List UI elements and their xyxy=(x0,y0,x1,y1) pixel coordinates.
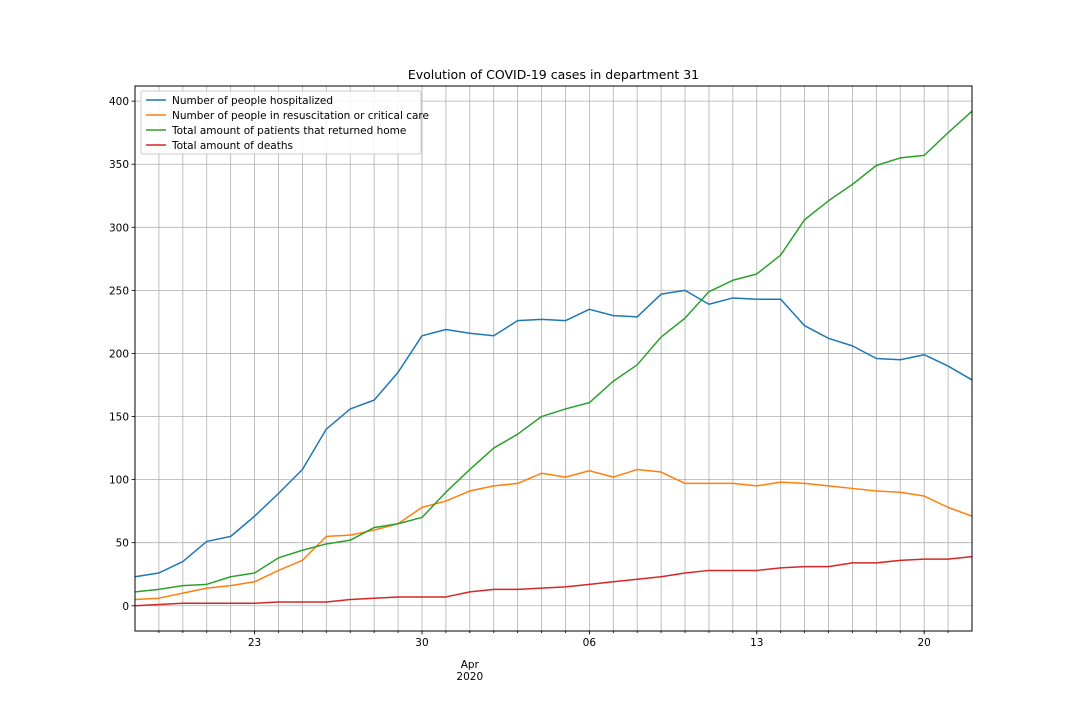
y-tick-label: 0 xyxy=(122,601,129,613)
x-tick-label: 13 xyxy=(750,637,763,649)
y-tick-label: 50 xyxy=(116,538,129,550)
y-tick-label: 400 xyxy=(109,96,129,108)
y-tick-label: 300 xyxy=(109,222,129,234)
series-line-3 xyxy=(134,110,973,593)
legend-label: Total amount of deaths xyxy=(171,140,293,152)
x-tick-label: 20 xyxy=(917,637,930,649)
y-tick-label: 100 xyxy=(109,475,129,487)
chart-title: Evolution of COVID-19 cases in departmen… xyxy=(408,67,699,82)
legend-label: Number of people in resuscitation or cri… xyxy=(172,110,429,122)
x-tick-label: 06 xyxy=(583,637,597,649)
legend-label: Total amount of patients that returned h… xyxy=(171,125,406,137)
series-line-2 xyxy=(134,468,973,601)
y-tick-label: 350 xyxy=(109,159,129,171)
legend: Number of people hospitalized Number of p… xyxy=(140,90,429,155)
y-tick-label: 250 xyxy=(109,285,129,297)
x-tick-label: 30 xyxy=(415,637,428,649)
series-layer xyxy=(134,110,973,607)
legend-box xyxy=(140,90,422,155)
grid-layer xyxy=(135,86,972,631)
x-year-label: 2020 xyxy=(456,671,483,683)
series-line-1 xyxy=(134,289,973,578)
x-tick-label: 23 xyxy=(248,637,261,649)
legend-label: Number of people hospitalized xyxy=(172,95,333,107)
y-tick-label: 150 xyxy=(109,412,129,424)
y-tick-label: 200 xyxy=(109,348,129,360)
x-month-label: Apr xyxy=(461,659,480,671)
plot-frame xyxy=(134,85,973,632)
series-line-4 xyxy=(134,555,973,607)
